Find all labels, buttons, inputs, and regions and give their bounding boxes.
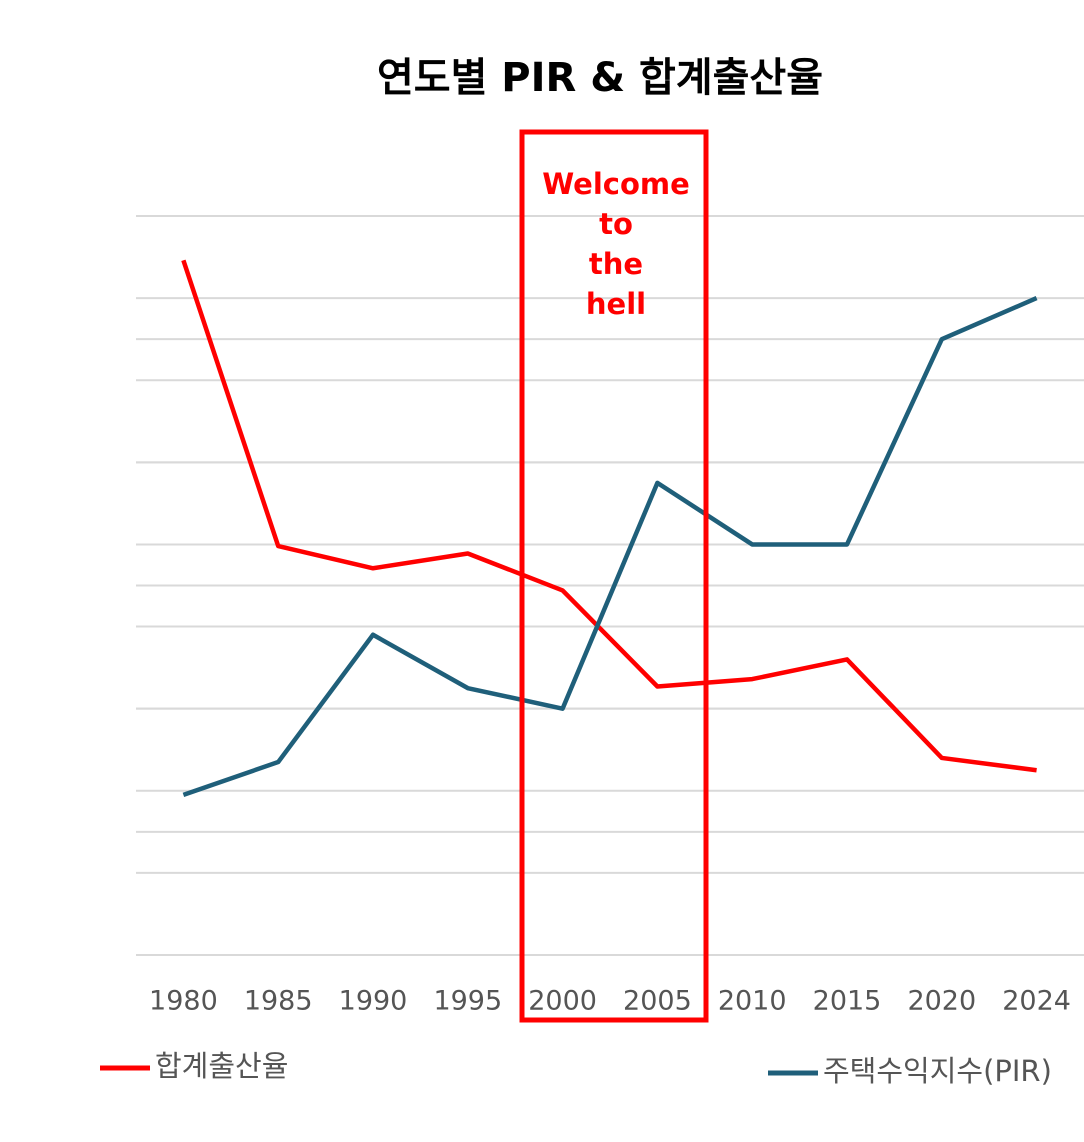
annotation-text: Welcome <box>542 167 690 201</box>
highlight-box <box>519 129 709 1023</box>
x-axis: 1980 1985 1990 1995 2000 2005 2010 2015 2020 2024 <box>149 986 1071 1017</box>
legend-label: 주택수익지수(PIR) <box>823 1054 1052 1088</box>
annotation-text: hell <box>586 287 646 321</box>
x-tick-label: 2024 <box>1002 986 1071 1017</box>
x-tick-label: 1980 <box>149 986 218 1017</box>
x-tick-label: 2015 <box>813 986 882 1017</box>
x-tick-label: 2000 <box>528 986 597 1017</box>
legend: 합계출산율 주택수익지수(PIR) <box>100 1049 1052 1088</box>
chart-title: 연도별 PIR & 합계출산율 <box>377 55 823 101</box>
annotation-text: to <box>599 207 633 241</box>
series-line <box>181 259 1037 773</box>
annotation-text: the <box>589 247 643 281</box>
x-tick-label: 1995 <box>433 986 502 1017</box>
x-tick-label: 2010 <box>718 986 787 1017</box>
series-line <box>182 296 1038 798</box>
grid <box>136 215 1084 956</box>
legend-label: 합계출산율 <box>155 1049 288 1083</box>
annotation: Welcome to the hell <box>542 167 690 321</box>
x-tick-label: 2005 <box>623 986 692 1017</box>
lines <box>181 259 1038 798</box>
x-tick-label: 1985 <box>244 986 313 1017</box>
x-tick-label: 2020 <box>907 986 976 1017</box>
x-tick-label: 1990 <box>339 986 408 1017</box>
